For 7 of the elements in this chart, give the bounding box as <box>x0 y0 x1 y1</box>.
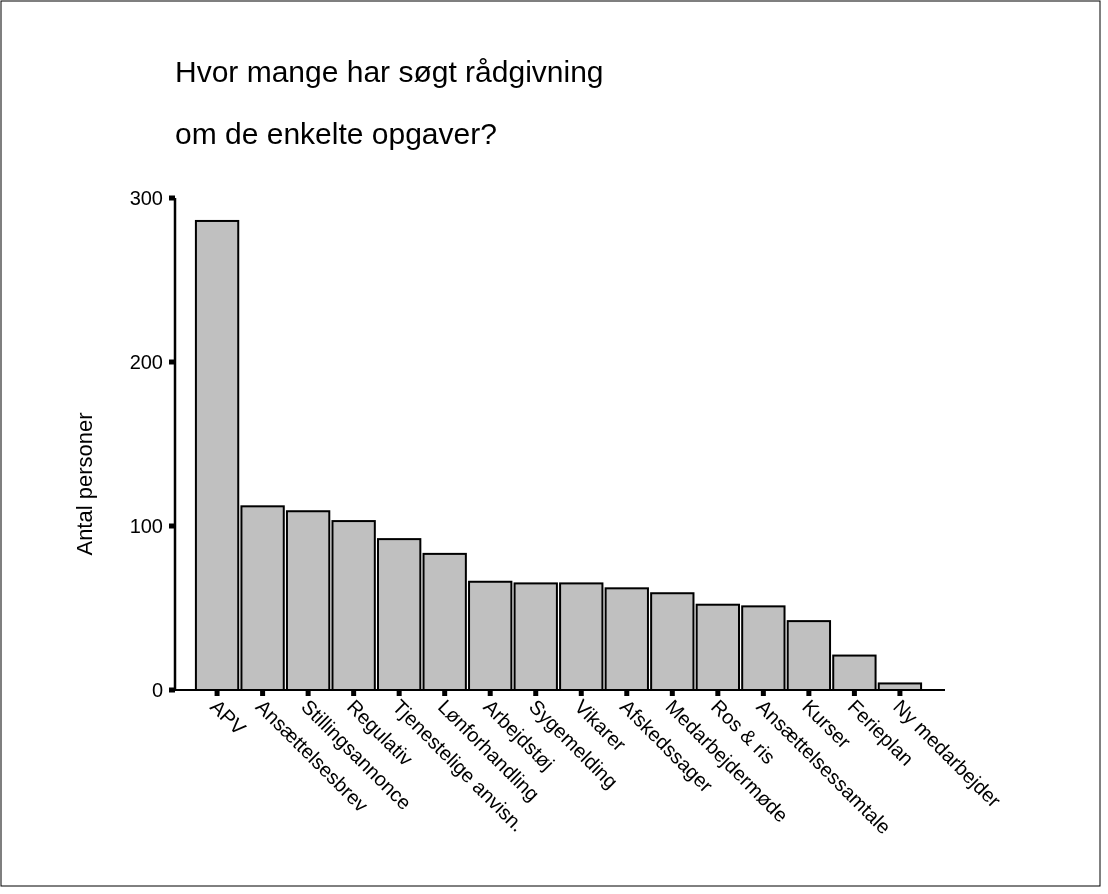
y-tick-label: 200 <box>129 351 163 373</box>
y-tick-label: 100 <box>129 515 163 537</box>
y-tick-label: 0 <box>151 679 163 701</box>
x-tick-label: APV <box>206 695 251 740</box>
chart-title: Hvor mange har søgt rådgivning om de enkelte opgaver? <box>175 55 604 150</box>
y-tick-label: 300 <box>129 187 163 209</box>
y-axis-title: Antal personer <box>72 412 97 556</box>
